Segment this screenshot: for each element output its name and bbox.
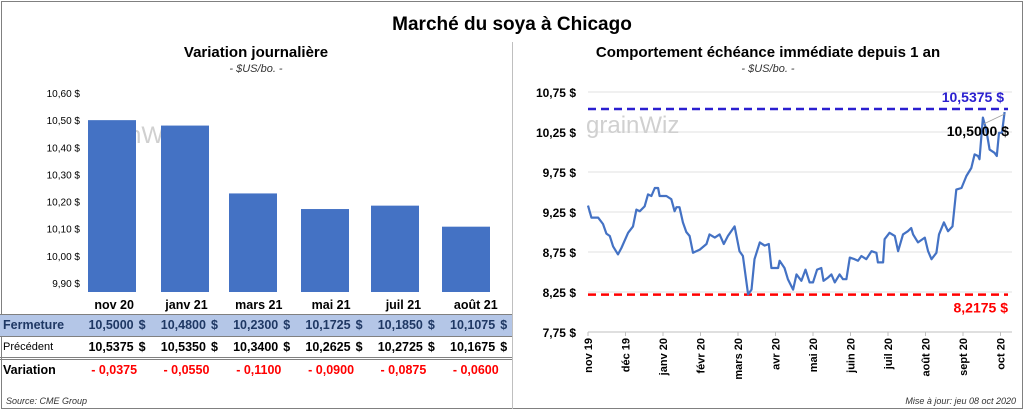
currency-cell: $ <box>208 313 223 337</box>
bar <box>442 226 490 292</box>
y-tick-label: 9,75 $ <box>543 166 577 180</box>
y-tick-label: 9,90 $ <box>52 279 80 290</box>
x-tick-label: janv 20 <box>658 338 670 376</box>
currency-cell: $ <box>210 339 218 354</box>
value-cell: 10,1075 <box>439 313 499 337</box>
variation-cell: - 0,0375 <box>78 356 151 380</box>
value-cell: 10,2300 <box>222 313 282 337</box>
y-tick-label: 10,10 $ <box>47 225 81 236</box>
max-label: 10,5375 $ <box>942 89 1004 105</box>
y-tick-label: 10,75 $ <box>536 86 576 100</box>
bar <box>161 125 209 292</box>
y-tick-label: 10,30 $ <box>47 170 81 181</box>
value-cell: 10,2625 <box>305 339 351 354</box>
row-label: Variation <box>0 356 78 380</box>
currency-cell: $ <box>136 313 151 337</box>
currency-cell: $ <box>498 313 512 337</box>
variation-cell: - 0,0875 <box>367 356 440 380</box>
variation-cell: - 0,0900 <box>294 356 368 380</box>
variation-cell: - 0,1100 <box>222 356 295 380</box>
row-label: Fermeture <box>0 313 78 337</box>
y-tick-label: 8,25 $ <box>543 286 577 300</box>
y-tick-label: 7,75 $ <box>543 326 577 340</box>
y-tick-label: 9,25 $ <box>543 206 577 220</box>
value-cell: 10,5000 <box>78 313 137 337</box>
x-tick-label: oct 20 <box>996 338 1008 370</box>
table-row-variation: Variation - 0,0375 - 0,0550 - 0,1100 - 0… <box>0 356 512 380</box>
x-tick-label: juil 20 <box>883 338 895 370</box>
update-date: Mise à jour: jeu 08 oct 2020 <box>905 396 1016 406</box>
value-cell: 10,5375 <box>88 339 134 354</box>
bar-chart-subtitle: - $US/bo. - <box>229 63 283 75</box>
price-table: nov 20 janv 21 mars 21 mai 21 juil 21 ao… <box>0 296 512 380</box>
col-header: nov 20 <box>94 297 134 312</box>
x-tick-label: mai 20 <box>808 338 820 372</box>
main-title: Marché du soya à Chicago <box>392 14 632 35</box>
y-tick-label: 8,75 $ <box>543 246 577 260</box>
last-value-label: 10,5000 $ <box>947 123 1009 139</box>
y-tick-label: 10,25 $ <box>536 126 576 140</box>
variation-cell: - 0,0600 <box>439 356 512 380</box>
table-row-precedent: Précédent 10,5375 $10,5350 $10,3400 $10,2625… <box>0 336 512 358</box>
value-cell: 10,1725 <box>294 313 354 337</box>
x-tick-label: avr 20 <box>771 338 783 370</box>
y-tick-label: 10,40 $ <box>47 143 81 154</box>
col-header: mars 21 <box>235 297 283 312</box>
row-label: Précédent <box>3 340 54 353</box>
panel-divider <box>512 42 513 409</box>
x-tick-label: mars 20 <box>733 338 745 380</box>
bar <box>301 209 349 292</box>
col-header: mai 21 <box>311 297 351 312</box>
line-chart: 7,75 $ 8,25 $ 8,75 $ 9,25 $ 9,75 $ 10,25 $ 10,… <box>536 86 1012 380</box>
value-cell: 10,2725 <box>377 339 423 354</box>
bar-chart-title: Variation journalière <box>183 44 329 61</box>
x-tick-label: août 20 <box>921 338 933 377</box>
currency-cell: $ <box>283 339 291 354</box>
variation-cell: - 0,0550 <box>150 356 223 380</box>
line-chart-title: Comportement échéance immédiate depuis 1… <box>595 44 941 61</box>
currency-cell: $ <box>500 339 508 354</box>
x-tick-label: sept 20 <box>958 338 970 376</box>
y-tick-label: 10,50 $ <box>47 116 81 127</box>
table-row-fermeture: Fermeture 10,5000 $10,4800 $10,2300 $10,1725… <box>0 313 512 337</box>
x-tick-label: nov 19 <box>583 338 595 373</box>
currency-cell: $ <box>281 313 295 337</box>
bar <box>88 120 136 292</box>
source-note: Source: CME Group <box>6 396 88 406</box>
line-chart-subtitle: - $US/bo. - <box>741 63 795 75</box>
leader-line <box>983 113 1005 125</box>
bar <box>229 193 277 292</box>
currency-cell: $ <box>353 313 368 337</box>
y-tick-label: 10,20 $ <box>47 198 81 209</box>
col-header: juil 21 <box>385 297 422 312</box>
col-header: janv 21 <box>165 297 208 312</box>
x-tick-label: déc 19 <box>621 338 633 372</box>
currency-cell: $ <box>138 339 146 354</box>
bar <box>371 205 419 292</box>
value-cell: 10,5350 <box>160 339 206 354</box>
table-header-row: nov 20 janv 21 mars 21 mai 21 juil 21 ao… <box>0 296 512 314</box>
currency-cell: $ <box>427 339 435 354</box>
y-tick-label: 10,00 $ <box>47 252 81 263</box>
col-header: août 21 <box>453 297 498 312</box>
bar-chart: 9,90 $ 10,00 $ 10,10 $ 10,20 $ 10,30 $ 10,40 … <box>47 89 490 292</box>
watermark: grainWiz <box>586 112 679 139</box>
value-cell: 10,3400 <box>233 339 279 354</box>
value-cell: 10,1850 <box>367 313 426 337</box>
min-label: 8,2175 $ <box>954 300 1009 316</box>
x-tick-label: févr 20 <box>696 338 708 373</box>
value-cell: 10,1675 <box>450 339 496 354</box>
value-cell: 10,4800 <box>150 313 209 337</box>
x-tick-label: juin 20 <box>846 338 858 374</box>
y-tick-label: 10,60 $ <box>47 89 81 100</box>
currency-cell: $ <box>425 313 440 337</box>
currency-cell: $ <box>355 339 363 354</box>
price-line <box>586 111 1006 296</box>
